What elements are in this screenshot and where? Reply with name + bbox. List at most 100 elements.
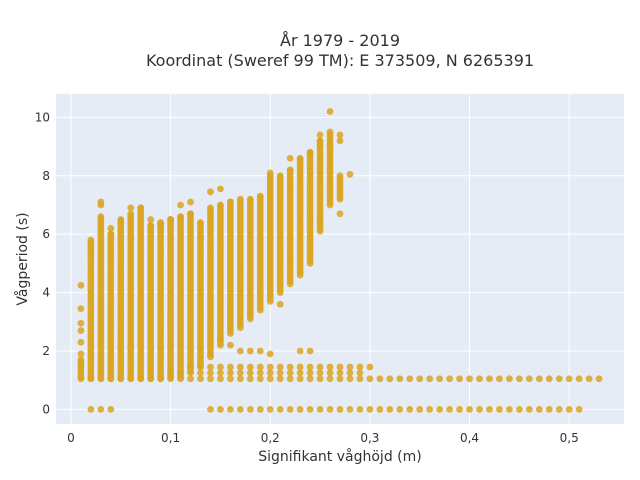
data-point: [276, 369, 284, 377]
data-point: [286, 363, 294, 371]
data-point: [286, 154, 294, 162]
data-point: [326, 108, 334, 115]
data-point: [476, 375, 483, 383]
data-point: [426, 375, 434, 383]
data-point: [306, 405, 314, 413]
data-point: [207, 363, 214, 371]
data-point: [316, 369, 324, 377]
data-point: [197, 363, 204, 371]
data-point: [336, 137, 344, 145]
y-axis-ticks: 0 2 4 6 8 10: [35, 110, 50, 416]
data-point: [296, 347, 304, 355]
data-point: [486, 375, 493, 383]
data-point: [306, 347, 314, 355]
data-point: [396, 405, 404, 413]
data-point: [296, 375, 304, 383]
data-point: [296, 154, 304, 162]
data-point: [496, 405, 503, 413]
data-point: [406, 375, 414, 383]
data-point: [336, 172, 344, 180]
data-point: [246, 363, 254, 371]
data-point: [87, 236, 95, 244]
data-point: [446, 375, 454, 383]
data-point: [276, 375, 284, 383]
data-point: [535, 375, 543, 383]
data-point: [246, 405, 254, 413]
data-point: [336, 369, 344, 377]
data-point: [356, 375, 364, 383]
data-point: [207, 188, 214, 196]
y-tick-label: 2: [42, 344, 50, 358]
data-point: [107, 375, 115, 383]
data-point: [187, 369, 194, 377]
data-point: [346, 369, 354, 377]
data-point: [456, 375, 463, 383]
data-point: [77, 281, 85, 289]
x-axis-ticks: 0 0,1 0,2 0,3 0,4 0,5: [67, 431, 579, 445]
data-point: [177, 201, 184, 209]
data-point: [346, 170, 354, 178]
data-point: [316, 137, 324, 145]
data-point: [207, 375, 214, 383]
data-point: [286, 369, 294, 377]
x-tick-label: 0,4: [460, 431, 479, 445]
data-point: [466, 375, 473, 383]
data-point: [356, 405, 364, 413]
data-point: [217, 405, 224, 413]
data-point: [406, 405, 414, 413]
data-point: [316, 219, 324, 226]
x-tick-label: 0,2: [261, 431, 280, 445]
data-point: [545, 375, 553, 383]
data-point: [426, 405, 434, 413]
data-point: [226, 369, 234, 377]
data-point: [207, 405, 214, 413]
data-point: [286, 405, 294, 413]
data-point: [336, 210, 344, 218]
data-point: [77, 305, 85, 313]
data-point: [77, 356, 85, 364]
chart-title-line-2: Koordinat (Sweref 99 TM): E 373509, N 62…: [146, 51, 534, 70]
data-point: [326, 375, 334, 383]
data-point: [276, 405, 284, 413]
data-point: [386, 405, 394, 413]
data-point: [226, 363, 234, 371]
data-point: [137, 204, 145, 212]
data-point: [296, 363, 304, 371]
data-point: [77, 375, 85, 383]
data-point: [476, 405, 483, 413]
data-point: [575, 375, 583, 383]
data-point: [127, 204, 135, 212]
data-point: [177, 213, 184, 221]
data-point: [456, 405, 463, 413]
data-point: [197, 233, 204, 241]
data-point: [266, 169, 274, 177]
data-point: [316, 405, 324, 413]
data-point: [256, 347, 264, 355]
x-tick-label: 0,3: [360, 431, 379, 445]
data-point: [256, 192, 264, 200]
y-axis-label: Vågperiod (s): [14, 212, 31, 305]
data-point: [217, 201, 224, 209]
data-point: [316, 131, 324, 139]
data-point: [515, 375, 523, 383]
data-point: [466, 405, 473, 413]
x-axis-label: Signifikant våghöjd (m): [258, 448, 421, 465]
data-point: [177, 369, 184, 377]
data-point: [147, 216, 155, 223]
x-tick-label: 0: [67, 431, 75, 445]
data-point: [246, 309, 254, 317]
data-point: [296, 405, 304, 413]
data-point: [117, 216, 125, 223]
data-point: [127, 375, 135, 383]
data-point: [286, 166, 294, 174]
data-point: [575, 405, 583, 413]
data-point: [246, 347, 254, 355]
data-point: [197, 375, 204, 383]
data-point: [336, 131, 344, 139]
data-point: [107, 230, 115, 238]
y-tick-label: 0: [42, 402, 50, 416]
data-point: [396, 375, 404, 383]
data-point: [326, 128, 334, 136]
data-point: [217, 335, 224, 343]
